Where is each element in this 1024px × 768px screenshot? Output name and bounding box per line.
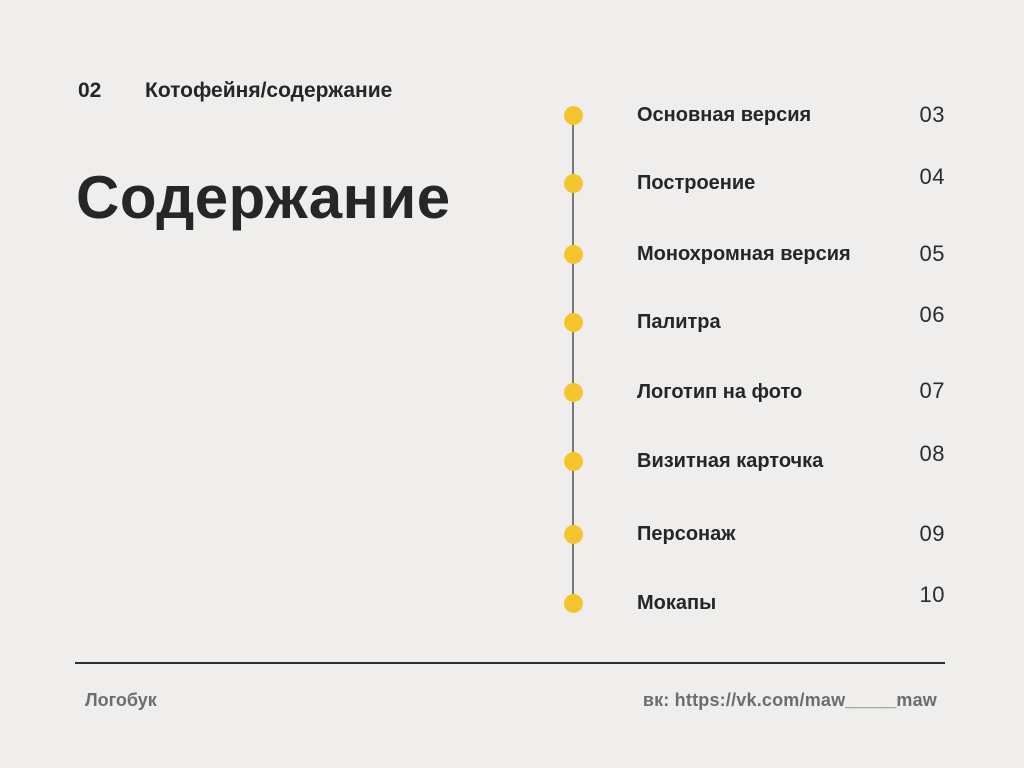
timeline-dot-icon <box>564 382 583 402</box>
toc-item-label: Монохромная версия <box>637 242 851 265</box>
timeline-line <box>572 115 574 603</box>
toc-item-label: Логотип на фото <box>637 380 803 403</box>
toc-row[interactable]: Основная версия 03 <box>564 95 945 135</box>
toc-item-page-number: 03 <box>919 102 945 127</box>
toc-item-page-number: 05 <box>919 241 945 266</box>
toc-row[interactable]: Построение 04 <box>564 163 945 203</box>
timeline-dot-icon <box>564 593 583 613</box>
toc-item-label: Палитра <box>637 310 721 333</box>
footer-divider <box>75 662 945 664</box>
toc-item-label: Построение <box>637 171 756 194</box>
header-page-number: 02 <box>78 79 102 102</box>
timeline-dot-icon <box>564 173 583 193</box>
timeline-dot-icon <box>564 312 583 332</box>
toc-item-page-number: 07 <box>919 378 945 403</box>
toc-item-page-number: 04 <box>919 164 945 189</box>
footer-brand: Логобук <box>85 690 157 710</box>
page-title: Содержание <box>76 164 451 231</box>
timeline-dot-icon <box>564 244 583 264</box>
toc-row[interactable]: Палитра 06 <box>564 302 945 342</box>
toc-row[interactable]: Визитная карточка 08 <box>564 441 945 481</box>
toc-item-label: Основная версия <box>637 103 812 126</box>
timeline-dot-icon <box>564 451 583 471</box>
toc-item-label: Мокапы <box>637 591 717 614</box>
toc-item-page-number: 10 <box>919 582 945 607</box>
timeline-dot-icon <box>564 524 583 544</box>
toc-row[interactable]: Монохромная версия 05 <box>564 234 945 274</box>
timeline-dot-icon <box>564 105 583 125</box>
breadcrumb: Котофейня/содержание <box>145 79 393 102</box>
toc-item-label: Визитная карточка <box>637 449 824 472</box>
toc-row[interactable]: Персонаж 09 <box>564 514 945 554</box>
toc-item-page-number: 08 <box>919 441 945 466</box>
toc-item-label: Персонаж <box>637 522 736 545</box>
toc-row[interactable]: Логотип на фото 07 <box>564 372 945 412</box>
toc-row[interactable]: Мокапы 10 <box>564 582 945 623</box>
toc-item-page-number: 06 <box>919 302 945 327</box>
toc-item-page-number: 09 <box>919 521 945 546</box>
footer-vk-link[interactable]: вк: https://vk.com/maw_____maw <box>642 690 937 710</box>
